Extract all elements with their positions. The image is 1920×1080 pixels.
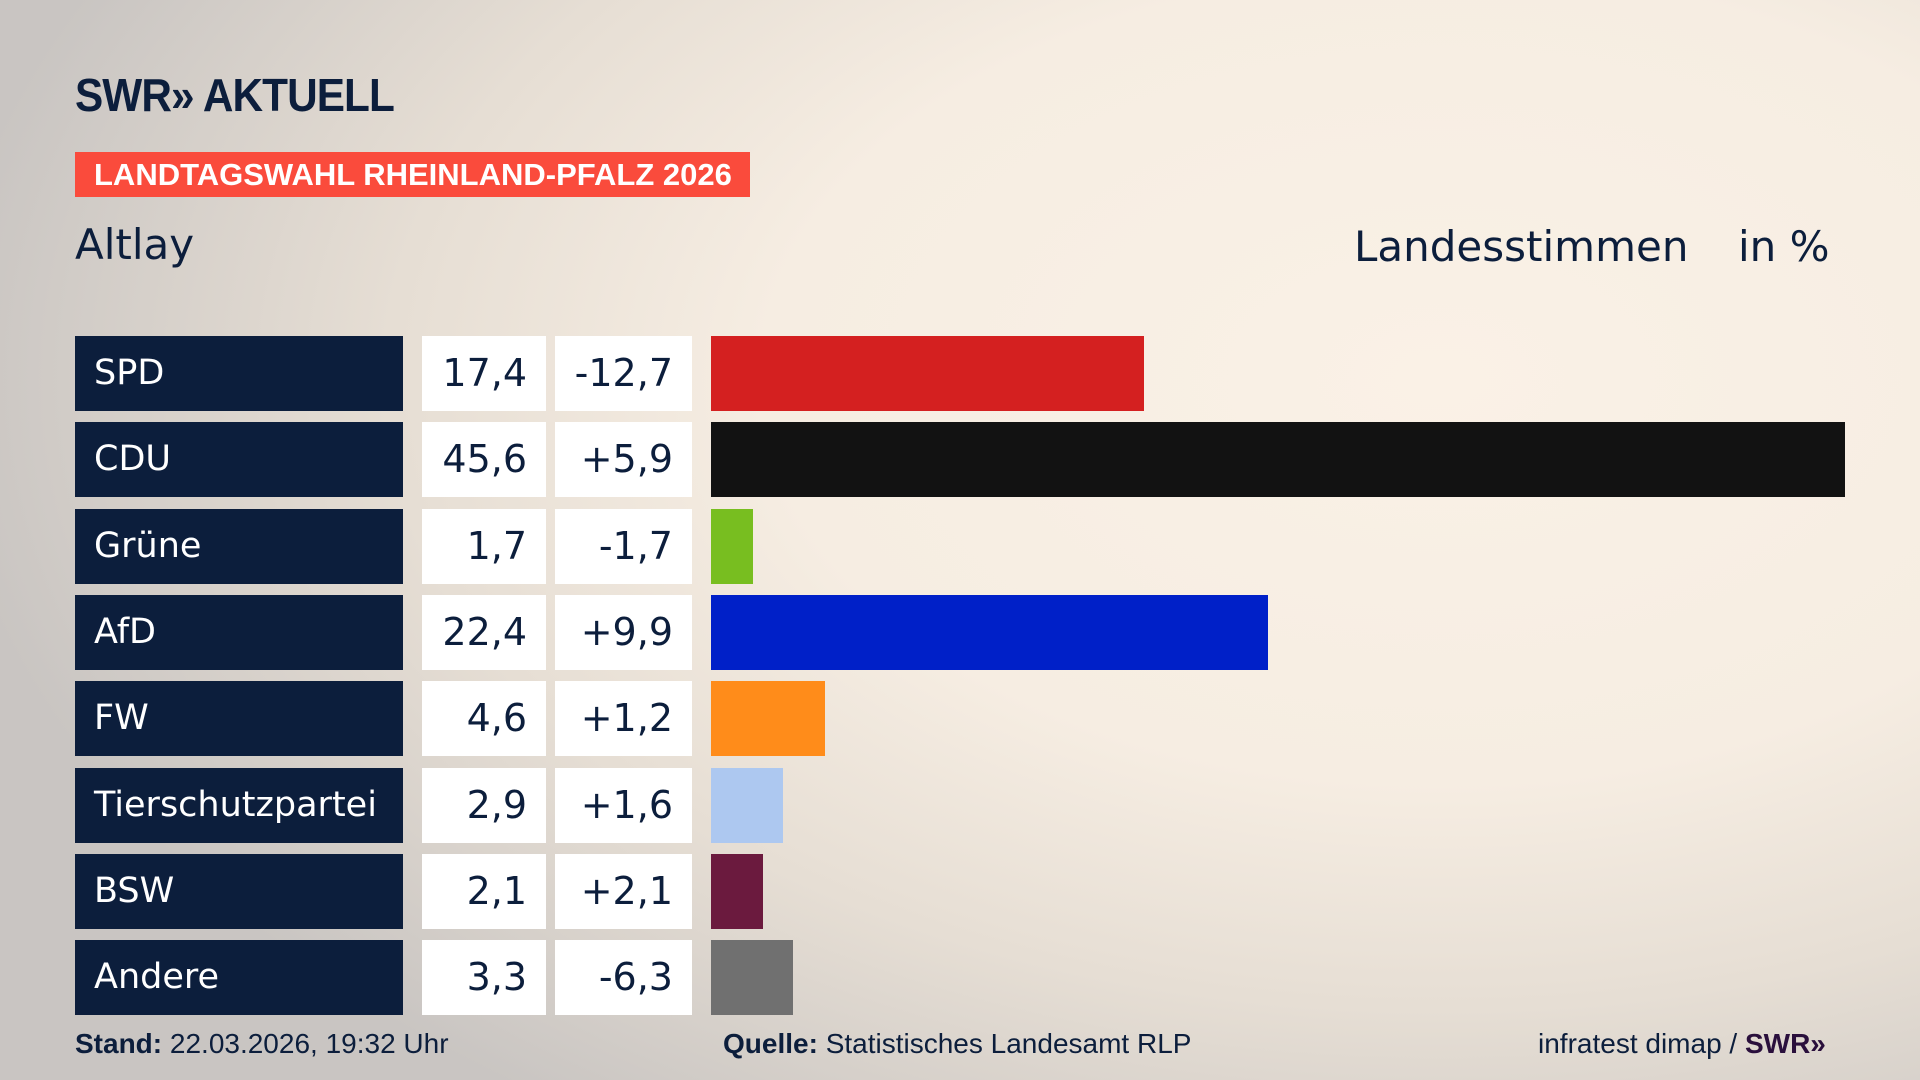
- place-title: Altlay: [75, 220, 195, 269]
- credit-text: infratest dimap /: [1538, 1028, 1745, 1059]
- value-label: 45,6: [422, 422, 546, 498]
- value-label: 4,6: [422, 681, 546, 757]
- swr-aktuell-logo: SWR» AKTUELL: [75, 69, 395, 121]
- footer-stand: Stand: 22.03.2026, 19:32 Uhr: [75, 1028, 449, 1060]
- source-value: Statistisches Landesamt RLP: [825, 1028, 1192, 1059]
- bar-1: [711, 422, 1845, 498]
- bar-0: [711, 336, 1144, 411]
- diff-label: +1,2: [555, 681, 692, 757]
- result-row: Grüne 1,7 -1,7: [75, 508, 1855, 584]
- result-row: SPD 17,4 -12,7: [75, 336, 1855, 411]
- diff-label: -12,7: [555, 336, 692, 411]
- diff-label: -6,3: [555, 940, 692, 1016]
- result-row: BSW 2,1 +2,1: [75, 853, 1855, 929]
- unit-label: in %: [1738, 222, 1830, 271]
- party-label: AfD: [75, 594, 403, 670]
- party-label: Tierschutzpartei: [75, 767, 403, 843]
- party-label: SPD: [75, 336, 403, 411]
- party-label: CDU: [75, 422, 403, 498]
- swr-brand: SWR»: [1744, 1028, 1826, 1059]
- diff-label: +5,9: [555, 422, 692, 498]
- bar-2: [711, 508, 754, 584]
- value-label: 1,7: [422, 508, 546, 584]
- stand-value: 22.03.2026, 19:32 Uhr: [169, 1028, 449, 1059]
- result-row: FW 4,6 +1,2: [75, 681, 1855, 757]
- value-label: 2,9: [422, 767, 546, 843]
- result-row: CDU 45,6 +5,9: [75, 422, 1855, 498]
- result-row: Andere 3,3 -6,3: [75, 940, 1855, 1016]
- diff-label: -1,7: [555, 508, 692, 584]
- source-label: Quelle:: [723, 1028, 818, 1059]
- diff-label: +2,1: [555, 853, 692, 929]
- bar-4: [711, 681, 826, 757]
- party-label: BSW: [75, 853, 403, 929]
- party-label: Grüne: [75, 508, 403, 584]
- value-label: 2,1: [422, 853, 546, 929]
- bar-5: [711, 767, 784, 843]
- diff-label: +9,9: [555, 594, 692, 670]
- stand-label: Stand:: [75, 1028, 163, 1059]
- bar-6: [711, 853, 764, 929]
- party-label: Andere: [75, 940, 403, 1016]
- measure-label: Landesstimmen: [1354, 222, 1689, 271]
- footer-source: Quelle: Statistisches Landesamt RLP: [723, 1028, 1191, 1060]
- election-banner: LANDTAGSWAHL RHEINLAND-PFALZ 2026: [75, 152, 750, 197]
- diff-label: +1,6: [555, 767, 692, 843]
- result-row: Tierschutzpartei 2,9 +1,6: [75, 767, 1855, 843]
- party-label: FW: [75, 681, 403, 757]
- bar-7: [711, 940, 794, 1016]
- value-label: 22,4: [422, 594, 546, 670]
- result-row: AfD 22,4 +9,9: [75, 594, 1855, 670]
- bar-3: [711, 594, 1269, 670]
- value-label: 17,4: [422, 336, 546, 411]
- value-label: 3,3: [422, 940, 546, 1016]
- footer-credit: infratest dimap / SWR»: [1538, 1028, 1826, 1060]
